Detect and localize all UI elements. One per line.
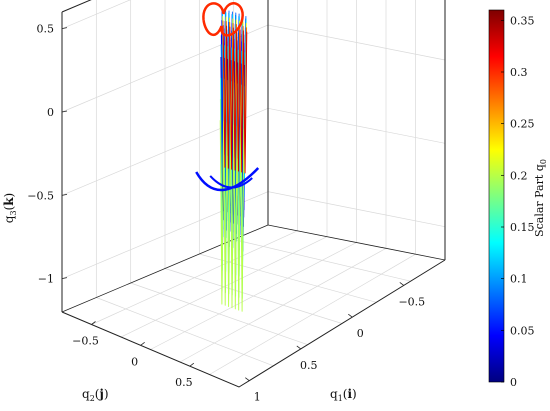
box-edge <box>61 0 92 13</box>
colorbar-ticks: 0 0.05 0.1 0.15 0.2 0.25 0.3 0.35 <box>501 14 535 389</box>
colorbar-tick-label: 0.05 <box>510 324 535 337</box>
data-series <box>195 2 260 312</box>
y-tick-mark <box>140 342 145 346</box>
grid-line <box>61 0 131 29</box>
grid-line <box>61 191 446 279</box>
colorbar-tick-label: 0.25 <box>510 118 535 131</box>
z-tick-label: 0.5 <box>37 23 55 36</box>
colorbar-tick-label: 0.35 <box>510 14 535 27</box>
y-tick-mark <box>189 362 195 367</box>
x-tick-label: 0 <box>357 327 364 340</box>
tick-labels: 0.5 0 −0.5 −1 −0.5 0 0.5 −0.5 0 0.5 1 <box>27 23 425 404</box>
y-tick-label: 0 <box>131 355 138 368</box>
series-line <box>219 120 245 312</box>
z-axis-label: q3(k) <box>2 193 18 223</box>
x-axis-label: q1(i) <box>330 387 357 403</box>
series-arc <box>195 167 260 192</box>
grid-line <box>179 248 387 363</box>
y-tick-mark <box>91 321 96 325</box>
x-tick-label: 1 <box>254 391 261 404</box>
series-line <box>222 25 248 174</box>
colorbar-label: Scalar Part q0 <box>533 159 548 237</box>
x-tick-mark <box>296 345 302 350</box>
y-tick-label: −0.5 <box>72 335 99 348</box>
grid-line <box>61 107 446 196</box>
z-tick-mark <box>61 27 68 30</box>
z-tick-label: −0.5 <box>27 189 54 202</box>
x-tick-mark <box>399 282 405 286</box>
y-tick-label: 0.5 <box>175 376 193 389</box>
colorbar-tick-label: 0.1 <box>510 273 528 286</box>
x-tick-label: 0.5 <box>300 359 318 372</box>
grid-line <box>61 24 446 113</box>
colorbar-tick-label: 0.15 <box>510 221 535 234</box>
box-edge <box>61 224 269 313</box>
x-tick-mark <box>348 313 353 318</box>
grid-lines <box>61 0 446 375</box>
box-edge <box>267 224 446 261</box>
series-arc <box>209 175 253 189</box>
box-edge <box>61 259 446 388</box>
colorbar-tick-label: 0.3 <box>510 66 528 79</box>
grid-line <box>209 253 416 375</box>
z-tick-label: 0 <box>47 106 54 119</box>
series-loop <box>202 2 244 37</box>
z-tick-mark <box>61 193 68 196</box>
colorbar <box>488 9 505 383</box>
x-tick-label: −0.5 <box>398 295 425 308</box>
z-tick-mark <box>61 110 68 113</box>
colorbar-tick-label: 0 <box>510 376 517 389</box>
z-tick-mark <box>61 277 68 280</box>
y-axis-label: q2(j) <box>82 387 109 403</box>
z-tick-label: −1 <box>38 273 54 286</box>
grid-line <box>233 239 411 282</box>
colorbar-tick-label: 0.2 <box>510 169 528 182</box>
axes-box <box>61 0 446 388</box>
x-tick-mark <box>245 377 250 381</box>
